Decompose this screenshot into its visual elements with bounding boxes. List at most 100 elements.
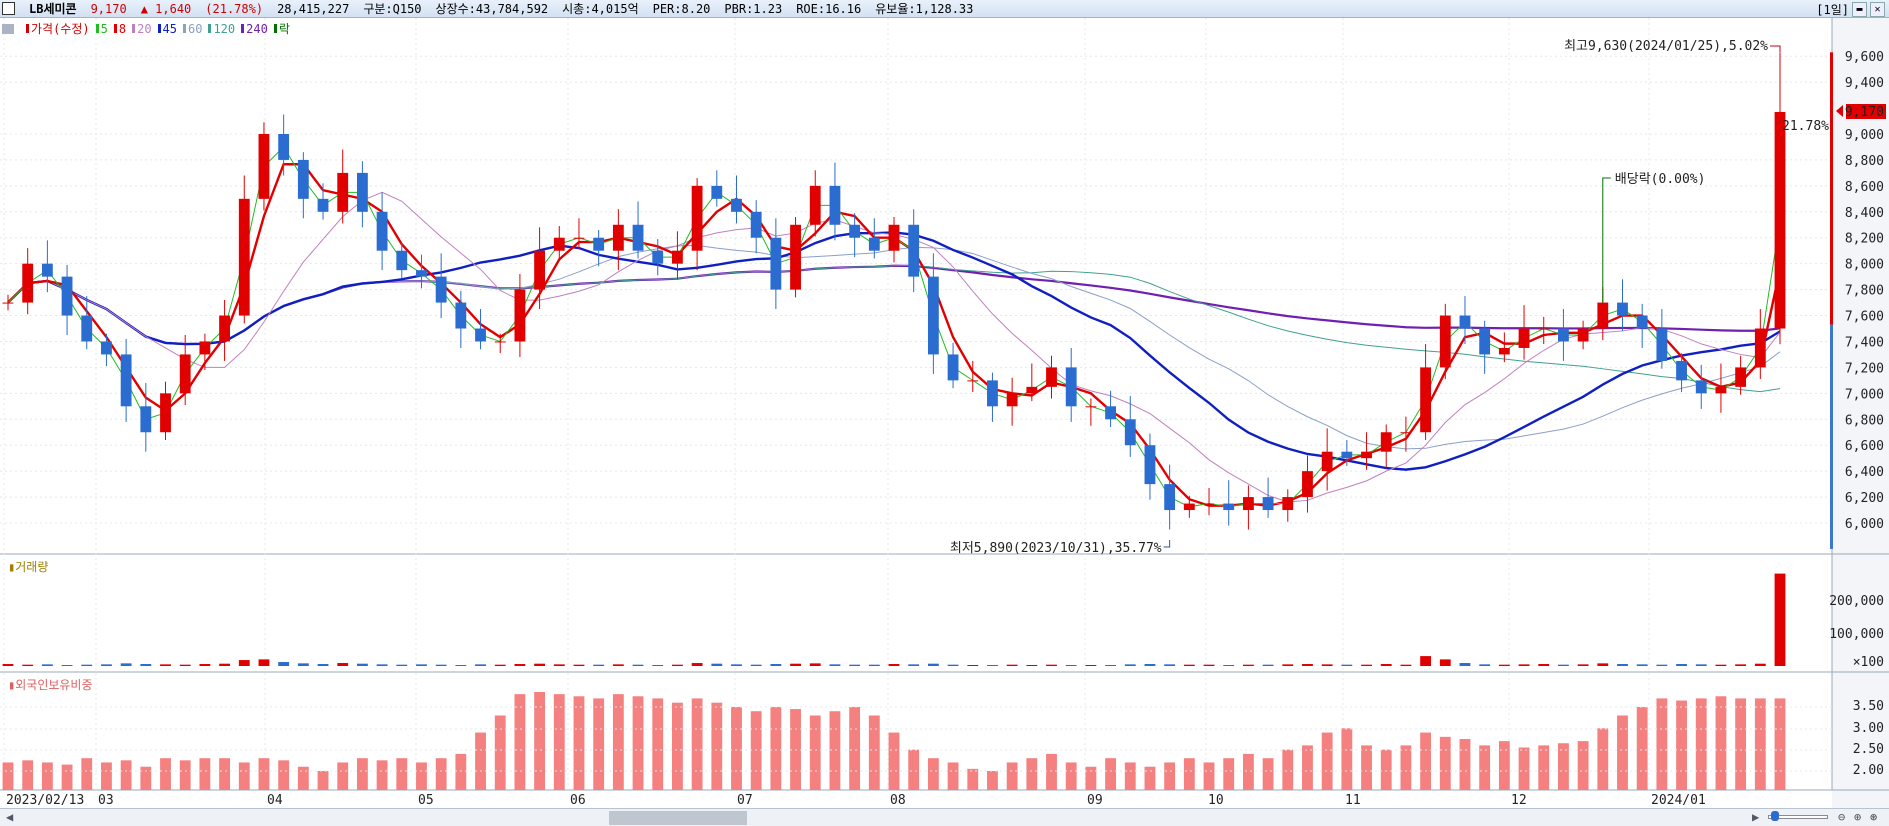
foreign-ratio-bar (770, 706, 782, 790)
maximize-button[interactable]: ▬ (1852, 2, 1867, 17)
period-selector[interactable]: [1일] (1816, 3, 1849, 17)
candle-body (494, 341, 506, 343)
volume-bar (868, 664, 880, 666)
foreign-ratio-bar (1498, 741, 1510, 790)
candle-body (1420, 367, 1432, 433)
zoom-reset-icon[interactable]: ⊛ (1870, 810, 1878, 824)
legend-item[interactable]: 45 (157, 22, 177, 36)
candle-body (1538, 328, 1550, 330)
foreign-ratio-bar (1065, 762, 1077, 790)
candle-body (120, 354, 132, 407)
candle-body (514, 289, 526, 342)
foreign-ratio-bar (652, 698, 664, 790)
volume-bar (672, 664, 683, 666)
volume-bar (1026, 665, 1038, 666)
volume-bar (967, 665, 979, 666)
foreign-ratio-bar (849, 706, 861, 790)
candle-body (809, 185, 821, 225)
legend-item[interactable]: 8 (113, 22, 126, 36)
candle-body (81, 315, 93, 342)
legend-item[interactable]: 20 (132, 22, 152, 36)
foreign-ratio-bar (888, 732, 900, 790)
legend-item[interactable]: 240 (241, 22, 268, 36)
candle-body (356, 172, 368, 212)
candle-body (652, 250, 664, 264)
candle-body (1006, 393, 1018, 407)
price-change: ▲ 1,640 (140, 1, 192, 16)
volume-bar (1715, 664, 1727, 666)
volume-bar (101, 664, 112, 666)
foreign-ratio-bar (1302, 745, 1313, 790)
volume-bar (61, 665, 73, 666)
volume-bar (1774, 573, 1786, 666)
volume-bar (612, 664, 624, 666)
volume-bar (337, 663, 349, 666)
candle-body (1518, 328, 1530, 348)
stock-chart[interactable]: 9,600 9,400 9,000 8,800 8,600 8,400 8,200 8,000… (0, 18, 1889, 808)
volume-bar (1242, 664, 1254, 666)
zoom-slider-handle[interactable] (1771, 811, 1779, 821)
pbr: PBR:1.23 (724, 1, 783, 16)
candle-body (1558, 328, 1569, 342)
date-axis-label: 11 (1345, 793, 1361, 808)
volume-bar (317, 664, 329, 666)
foreign-ratio-bar (1400, 745, 1412, 790)
volume-bar (278, 662, 290, 666)
scroll-right-icon[interactable]: ▶ (1752, 810, 1760, 824)
high-arrow (1770, 45, 1781, 52)
zoom-in-icon[interactable]: ⊕ (1854, 810, 1862, 824)
last-pct-label: 21.78% (1782, 119, 1829, 134)
candle-body (61, 276, 73, 316)
foreign-ratio-bar (1715, 696, 1727, 790)
legend-item[interactable]: 락 (273, 20, 290, 37)
price-axis-label: 6,400 (1845, 465, 1884, 480)
volume-bar (514, 664, 526, 666)
scroll-thumb[interactable] (609, 811, 747, 825)
foreign-ratio-bar (1617, 715, 1628, 790)
foreign-axis-label: 3.50 (1853, 699, 1884, 714)
volume-bar (691, 663, 703, 666)
legend-item[interactable]: 가격(수정) (26, 20, 90, 37)
foreign-axis-label: 3.00 (1853, 721, 1884, 736)
zoom-slider[interactable] (1768, 811, 1828, 821)
foreign-ratio-bar (514, 694, 526, 790)
foreign-ratio-bar (553, 694, 565, 790)
foreign-ratio-bar (41, 762, 53, 790)
volume-bar (1676, 664, 1687, 666)
candle-body (612, 224, 624, 251)
chart-scrollbar[interactable]: ◀ ▶ ⊖ ⊕ ⊛ (0, 808, 1889, 826)
legend-item[interactable]: 120 (208, 22, 235, 36)
foreign-ratio-bar (238, 762, 250, 790)
volume-bar (1223, 665, 1235, 666)
price-axis-label: 9,600 (1845, 50, 1884, 65)
candle-body (1223, 503, 1235, 511)
volume-bar (41, 664, 53, 666)
zoom-out-icon[interactable]: ⊖ (1838, 810, 1846, 824)
stock-name: LB세미콘 (29, 2, 77, 16)
volume-bar (1518, 664, 1530, 666)
foreign-ratio-bar (1479, 745, 1491, 790)
legend-settings-icon[interactable] (2, 23, 14, 34)
legend-item[interactable]: 60 (183, 22, 202, 36)
candle-body (829, 185, 841, 225)
foreign-ratio-bar (1006, 762, 1018, 790)
volume-bar (1754, 663, 1766, 666)
candle-body (219, 315, 230, 342)
volume-bar (1124, 664, 1136, 666)
scroll-left-icon[interactable]: ◀ (6, 810, 14, 824)
candle-body (868, 237, 880, 251)
candle-body (160, 393, 171, 433)
select-checkbox[interactable] (2, 2, 15, 15)
last-price-pointer-icon (1836, 105, 1843, 117)
legend-item[interactable]: 5 (95, 22, 108, 36)
foreign-ratio-bar (1774, 698, 1786, 790)
candle-body (534, 250, 546, 290)
candle-body (1026, 386, 1038, 394)
volume-bar (396, 664, 408, 666)
close-button[interactable]: ✕ (1870, 2, 1885, 17)
volume-bar (553, 664, 565, 666)
date-axis-label: 06 (570, 793, 586, 808)
price-axis-label: 7,800 (1845, 284, 1884, 299)
price-axis-label: 8,600 (1845, 180, 1884, 195)
volume-bar (1282, 664, 1294, 666)
